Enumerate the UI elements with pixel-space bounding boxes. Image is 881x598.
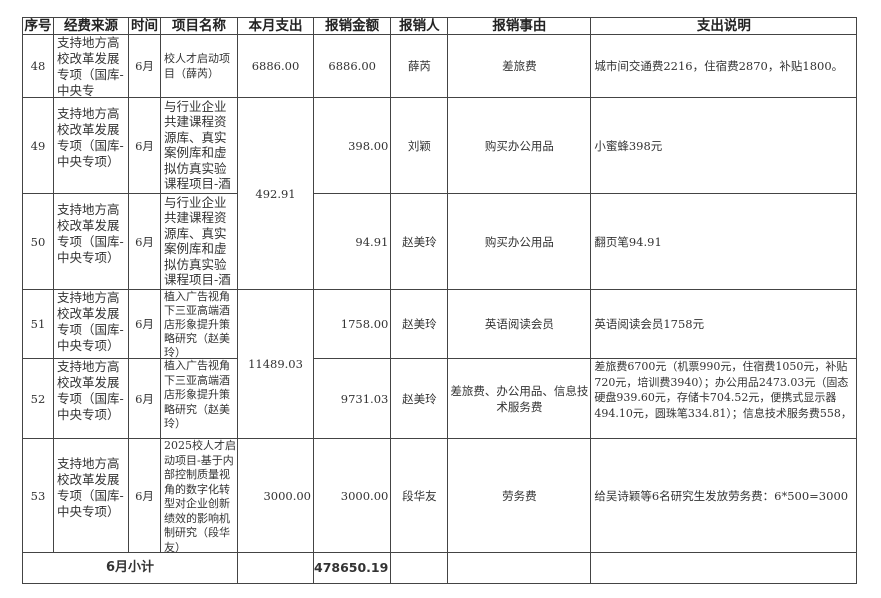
row-monthly: 11489.03	[237, 289, 314, 439]
header-amount: 报销金额	[312, 17, 392, 35]
header-reason: 报销事由	[447, 17, 592, 35]
header-person: 报销人	[390, 17, 449, 35]
row-source: 支持地方高校改革发展专项（国库-中央专项）	[57, 455, 124, 519]
table-row: 52 支持地方高校改革发展专项（国库-中央专项） 6月 植入广告视角下三亚高端酒…	[22, 358, 858, 439]
header-no: 序号	[22, 17, 54, 35]
row-reason: 英语阅读会员	[447, 289, 592, 359]
row-person: 赵美玲	[390, 358, 449, 439]
header-time: 时间	[128, 17, 161, 35]
row-reason: 差旅费、办公用品、信息技术服务费	[447, 358, 592, 439]
table-row: 49 支持地方高校改革发展专项（国库-中央专项） 6月 与行业企业共建课程资源库…	[22, 97, 858, 290]
row-source: 支持地方高校改革发展专项（国库-中央专项）	[57, 359, 124, 422]
row-reason: 购买办公用品	[447, 193, 592, 290]
row-no: 51	[22, 289, 54, 359]
row-monthly: 3000.00	[237, 438, 314, 553]
row-desc: 小蜜蜂398元	[590, 97, 858, 194]
row-source: 支持地方高校改革发展专项（国库-中央专项）	[57, 105, 124, 169]
subtotal-row: 6月小计 478650.19	[22, 552, 858, 584]
row-person: 刘颖	[390, 97, 449, 194]
subtotal-reason	[447, 552, 592, 584]
row-project: 植入广告视角下三亚高端酒店形象提升策略研究（赵美玲）	[164, 290, 230, 358]
expense-table: 序号 经费来源 时间 项目名称 本月支出 报销金额 报销人 报销事由 支出说明 …	[22, 17, 858, 584]
row-person: 赵美玲	[390, 289, 449, 359]
table-row: 51 支持地方高校改革发展专项（国库-中央专项） 6月 植入广告视角下三亚高端酒…	[22, 289, 858, 439]
subtotal-desc	[590, 552, 858, 584]
row-amount: 9731.03	[312, 358, 392, 439]
subtotal-monthly	[237, 552, 314, 584]
row-time: 6月	[128, 193, 161, 290]
row-person: 赵美玲	[390, 193, 449, 290]
row-desc: 差旅费6700元（机票990元，住宿费1050元，补贴720元，培训费3940）…	[594, 360, 852, 420]
row-person: 段华友	[390, 438, 449, 553]
row-desc: 城市间交通费2216，住宿费2870，补贴1800。	[590, 34, 858, 98]
row-monthly: 6886.00	[237, 34, 314, 98]
table-row: 53 支持地方高校改革发展专项（国库-中央专项） 6月 2025校人才启动项目-…	[22, 438, 858, 553]
row-no: 50	[22, 193, 54, 290]
row-amount: 6886.00	[312, 34, 392, 98]
row-source: 支持地方高校改革发展专项（国库-中央专项）	[57, 290, 124, 353]
row-reason: 购买办公用品	[447, 97, 592, 194]
row-reason: 差旅费	[447, 34, 592, 98]
row-time: 6月	[128, 289, 161, 359]
row-source: 支持地方高校改革发展专项（国库-中央专	[57, 35, 124, 97]
row-time: 6月	[128, 438, 161, 553]
row-monthly: 492.91	[237, 97, 314, 290]
row-project: 植入广告视角下三亚高端酒店形象提升策略研究（赵美玲）	[164, 359, 230, 430]
row-amount: 1758.00	[312, 289, 392, 359]
row-amount: 3000.00	[312, 438, 392, 553]
row-project: 校人才启动项目（薛芮）	[164, 51, 230, 81]
row-no: 52	[22, 358, 54, 439]
row-no: 48	[22, 34, 54, 98]
row-source: 支持地方高校改革发展专项（国库-中央专项）	[57, 201, 124, 265]
row-reason: 劳务费	[447, 438, 592, 553]
row-person: 薛芮	[390, 34, 449, 98]
table-row: 50 支持地方高校改革发展专项（国库-中央专项） 6月 与行业企业共建课程资源库…	[22, 193, 858, 290]
row-project: 与行业企业共建课程资源库、真实案例库和虚拟仿真实验课程项目-酒	[164, 194, 231, 288]
subtotal-label: 6月小计	[22, 552, 238, 584]
row-desc: 翻页笔94.91	[590, 193, 858, 290]
subtotal-person	[390, 552, 449, 584]
row-desc: 英语阅读会员1758元	[590, 289, 858, 359]
row-no: 53	[22, 438, 54, 553]
header-project: 项目名称	[160, 17, 238, 35]
row-time: 6月	[128, 358, 161, 439]
header-source: 经费来源	[53, 17, 129, 35]
row-time: 6月	[128, 97, 161, 194]
header-row: 序号 经费来源 时间 项目名称 本月支出 报销金额 报销人 报销事由 支出说明	[22, 17, 858, 35]
row-time: 6月	[128, 34, 161, 98]
row-amount: 94.91	[312, 193, 392, 290]
row-project: 与行业企业共建课程资源库、真实案例库和虚拟仿真实验课程项目-酒	[164, 98, 231, 192]
header-monthly: 本月支出	[237, 17, 314, 35]
table-row: 48 支持地方高校改革发展专项（国库-中央专 6月 校人才启动项目（薛芮） 68…	[22, 34, 858, 98]
row-no: 49	[22, 97, 54, 194]
row-desc: 给吴诗颖等6名研究生发放劳务费：6*500=3000	[590, 438, 858, 553]
subtotal-amount: 478650.19	[312, 552, 392, 584]
row-project: 2025校人才启动项目-基于内部控制质量视角的数字化转型对企业创新绩效的影响机制…	[164, 439, 236, 552]
row-amount: 398.00	[312, 97, 392, 194]
header-desc: 支出说明	[590, 17, 858, 35]
